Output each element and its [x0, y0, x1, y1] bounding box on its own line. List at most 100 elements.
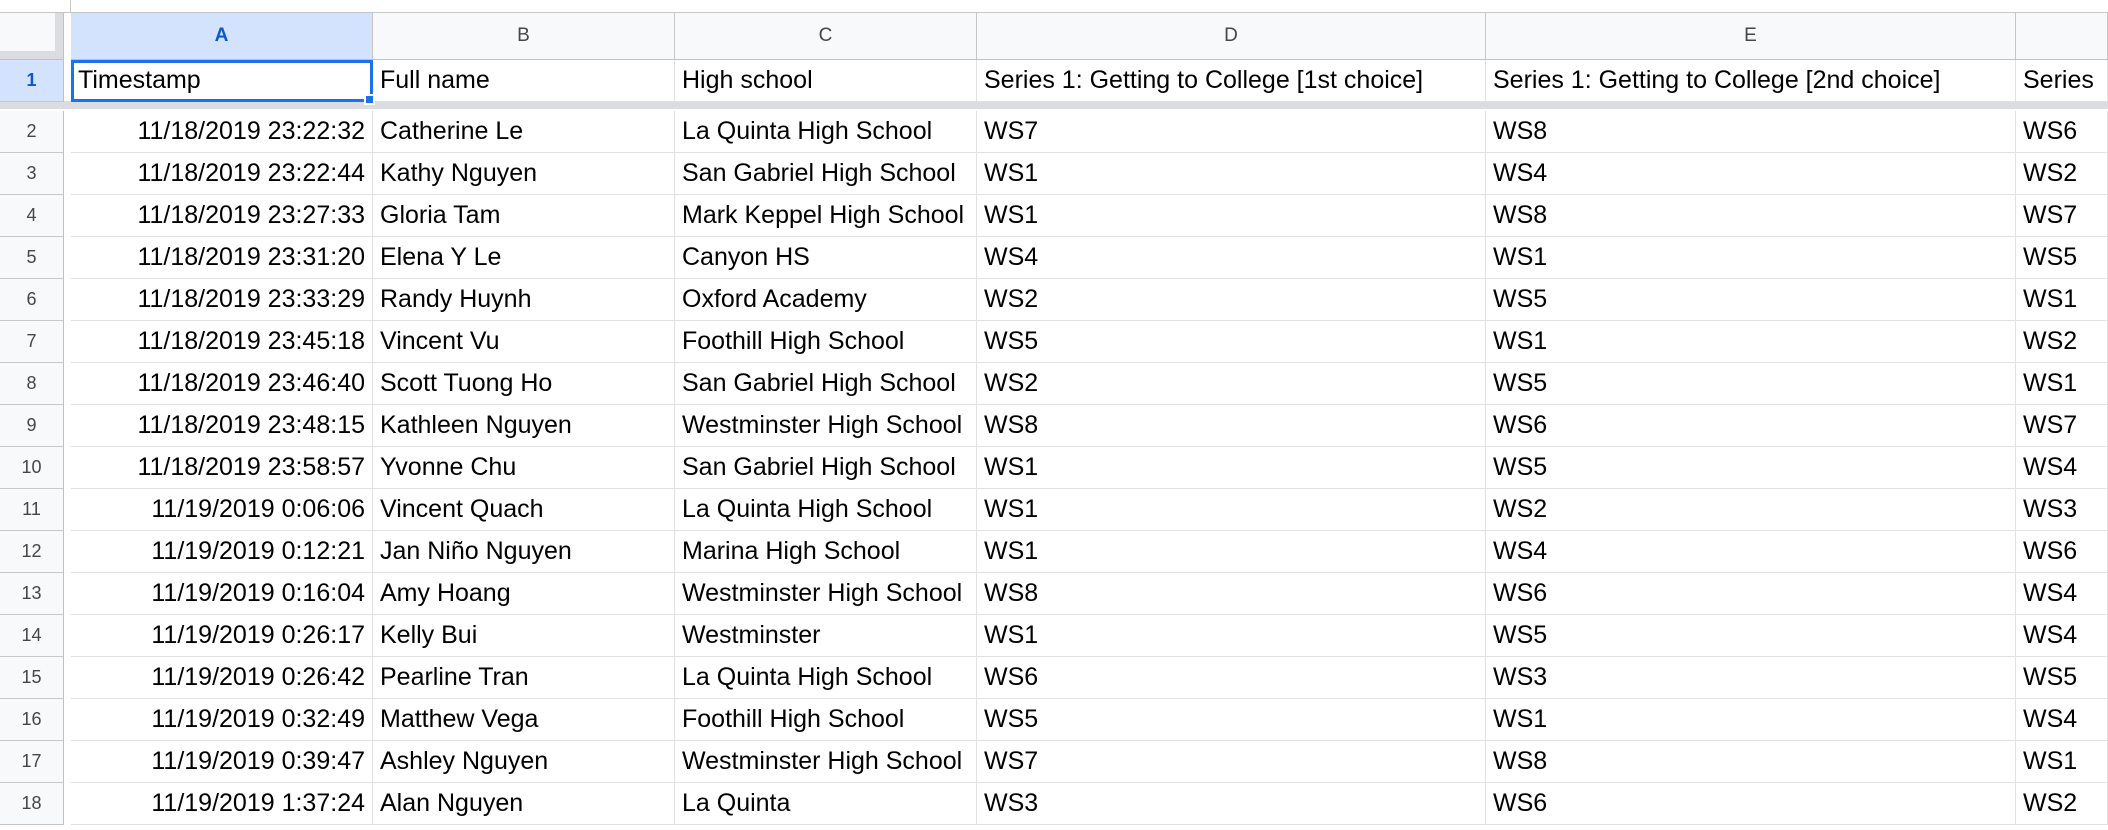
cell-f18[interactable]: WS2: [2016, 783, 2108, 825]
cell-d17[interactable]: WS7: [977, 741, 1486, 783]
cell-e15[interactable]: WS3: [1486, 657, 2016, 699]
cell-d9[interactable]: WS8: [977, 405, 1486, 447]
cell-e16[interactable]: WS1: [1486, 699, 2016, 741]
row-header-10[interactable]: 10: [0, 447, 64, 489]
cell-c12[interactable]: Marina High School: [675, 531, 977, 573]
cell-e14[interactable]: WS5: [1486, 615, 2016, 657]
cell-e12[interactable]: WS4: [1486, 531, 2016, 573]
cell-c15[interactable]: La Quinta High School: [675, 657, 977, 699]
cell-a12[interactable]: 11/19/2019 0:12:21: [71, 531, 373, 573]
row-header-1[interactable]: 1: [0, 60, 64, 102]
cell-d15[interactable]: WS6: [977, 657, 1486, 699]
cell-f2[interactable]: WS6: [2016, 111, 2108, 153]
cell-b7[interactable]: Vincent Vu: [373, 321, 675, 363]
cell-d10[interactable]: WS1: [977, 447, 1486, 489]
cell-c11[interactable]: La Quinta High School: [675, 489, 977, 531]
cell-e2[interactable]: WS8: [1486, 111, 2016, 153]
cell-f6[interactable]: WS1: [2016, 279, 2108, 321]
cell-d8[interactable]: WS2: [977, 363, 1486, 405]
frozen-row-divider[interactable]: [0, 101, 2108, 109]
cell-c18[interactable]: La Quinta: [675, 783, 977, 825]
cell-e1[interactable]: Series 1: Getting to College [2nd choice…: [1486, 60, 2016, 102]
cell-d16[interactable]: WS5: [977, 699, 1486, 741]
row-header-13[interactable]: 13: [0, 573, 64, 615]
cell-c13[interactable]: Westminster High School: [675, 573, 977, 615]
cell-a14[interactable]: 11/19/2019 0:26:17: [71, 615, 373, 657]
cell-b16[interactable]: Matthew Vega: [373, 699, 675, 741]
cell-f5[interactable]: WS5: [2016, 237, 2108, 279]
row-header-3[interactable]: 3: [0, 153, 64, 195]
column-header-a[interactable]: A: [71, 13, 373, 60]
cell-d2[interactable]: WS7: [977, 111, 1486, 153]
cell-c5[interactable]: Canyon HS: [675, 237, 977, 279]
row-header-14[interactable]: 14: [0, 615, 64, 657]
cell-c10[interactable]: San Gabriel High School: [675, 447, 977, 489]
cell-d11[interactable]: WS1: [977, 489, 1486, 531]
column-header-f[interactable]: [2016, 13, 2108, 60]
cell-c4[interactable]: Mark Keppel High School: [675, 195, 977, 237]
cell-d18[interactable]: WS3: [977, 783, 1486, 825]
row-header-15[interactable]: 15: [0, 657, 64, 699]
cell-a1[interactable]: Timestamp: [71, 60, 373, 102]
cell-f7[interactable]: WS2: [2016, 321, 2108, 363]
cell-d1[interactable]: Series 1: Getting to College [1st choice…: [977, 60, 1486, 102]
column-header-c[interactable]: C: [675, 13, 977, 60]
cell-e9[interactable]: WS6: [1486, 405, 2016, 447]
cell-e11[interactable]: WS2: [1486, 489, 2016, 531]
cell-b4[interactable]: Gloria Tam: [373, 195, 675, 237]
cell-b8[interactable]: Scott Tuong Ho: [373, 363, 675, 405]
cell-f14[interactable]: WS4: [2016, 615, 2108, 657]
cell-d6[interactable]: WS2: [977, 279, 1486, 321]
cell-b6[interactable]: Randy Huynh: [373, 279, 675, 321]
column-header-b[interactable]: B: [373, 13, 675, 60]
cell-e4[interactable]: WS8: [1486, 195, 2016, 237]
cell-e10[interactable]: WS5: [1486, 447, 2016, 489]
cell-c6[interactable]: Oxford Academy: [675, 279, 977, 321]
row-header-9[interactable]: 9: [0, 405, 64, 447]
row-header-2[interactable]: 2: [0, 111, 64, 153]
cell-c9[interactable]: Westminster High School: [675, 405, 977, 447]
cell-f17[interactable]: WS1: [2016, 741, 2108, 783]
cell-c14[interactable]: Westminster: [675, 615, 977, 657]
fill-handle[interactable]: [364, 94, 375, 105]
row-header-11[interactable]: 11: [0, 489, 64, 531]
cell-c3[interactable]: San Gabriel High School: [675, 153, 977, 195]
cell-d7[interactable]: WS5: [977, 321, 1486, 363]
cell-c7[interactable]: Foothill High School: [675, 321, 977, 363]
cell-d12[interactable]: WS1: [977, 531, 1486, 573]
cell-f9[interactable]: WS7: [2016, 405, 2108, 447]
cell-d5[interactable]: WS4: [977, 237, 1486, 279]
cell-b18[interactable]: Alan Nguyen: [373, 783, 675, 825]
cell-e8[interactable]: WS5: [1486, 363, 2016, 405]
cell-a18[interactable]: 11/19/2019 1:37:24: [71, 783, 373, 825]
cell-b10[interactable]: Yvonne Chu: [373, 447, 675, 489]
row-header-18[interactable]: 18: [0, 783, 64, 825]
cell-a11[interactable]: 11/19/2019 0:06:06: [71, 489, 373, 531]
cell-b3[interactable]: Kathy Nguyen: [373, 153, 675, 195]
cell-a5[interactable]: 11/18/2019 23:31:20: [71, 237, 373, 279]
cell-e17[interactable]: WS8: [1486, 741, 2016, 783]
cell-f15[interactable]: WS5: [2016, 657, 2108, 699]
cell-b11[interactable]: Vincent Quach: [373, 489, 675, 531]
cell-d4[interactable]: WS1: [977, 195, 1486, 237]
cell-b2[interactable]: Catherine Le: [373, 111, 675, 153]
cell-b12[interactable]: Jan Niño Nguyen: [373, 531, 675, 573]
row-header-16[interactable]: 16: [0, 699, 64, 741]
row-header-17[interactable]: 17: [0, 741, 64, 783]
cell-e3[interactable]: WS4: [1486, 153, 2016, 195]
cell-f3[interactable]: WS2: [2016, 153, 2108, 195]
cell-a9[interactable]: 11/18/2019 23:48:15: [71, 405, 373, 447]
cell-b15[interactable]: Pearline Tran: [373, 657, 675, 699]
cell-b14[interactable]: Kelly Bui: [373, 615, 675, 657]
cell-f12[interactable]: WS6: [2016, 531, 2108, 573]
cell-c17[interactable]: Westminster High School: [675, 741, 977, 783]
cell-b13[interactable]: Amy Hoang: [373, 573, 675, 615]
row-header-12[interactable]: 12: [0, 531, 64, 573]
row-header-4[interactable]: 4: [0, 195, 64, 237]
row-header-5[interactable]: 5: [0, 237, 64, 279]
cell-b5[interactable]: Elena Y Le: [373, 237, 675, 279]
cell-c2[interactable]: La Quinta High School: [675, 111, 977, 153]
cell-c1[interactable]: High school: [675, 60, 977, 102]
cell-a8[interactable]: 11/18/2019 23:46:40: [71, 363, 373, 405]
